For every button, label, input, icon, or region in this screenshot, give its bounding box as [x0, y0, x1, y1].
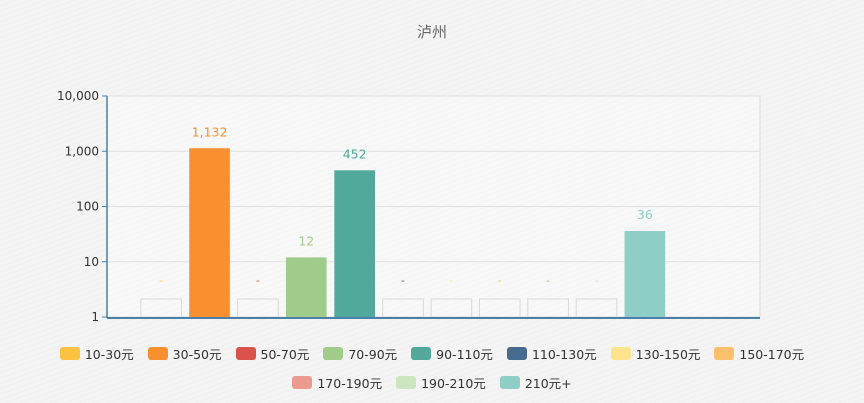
y-tick-label: 10,000 [57, 89, 99, 103]
legend-label: 10-30元 [84, 347, 134, 362]
data-label: - [546, 274, 550, 287]
data-label: - [498, 274, 502, 287]
chart: 泸州 1 10 100 1,000 10,000 - 1,132 - 12 452 - - - - - 36 [57, 23, 761, 324]
legend-item[interactable]: 170-190元 [292, 373, 382, 392]
legend-label: 190-210元 [421, 376, 486, 391]
legend-label: 210元+ [524, 376, 572, 391]
legend-item[interactable]: 70-90元 [323, 344, 397, 363]
legend-swatch [323, 347, 344, 360]
data-label: 1,132 [192, 124, 228, 139]
data-label: 452 [343, 146, 367, 161]
legend-label: 130-150元 [635, 347, 701, 362]
y-tick-label: 1 [91, 310, 99, 324]
bar [624, 231, 666, 317]
y-axis-ticks: 1 10 100 1,000 10,000 [57, 89, 107, 324]
data-label: 12 [298, 233, 314, 248]
legend-item[interactable]: 150-170元 [714, 344, 804, 363]
data-label: - [449, 274, 453, 287]
legend-item[interactable]: 30-50元 [147, 344, 222, 363]
legend-item[interactable]: 90-110元 [411, 344, 493, 363]
bar [285, 257, 327, 317]
legend-swatch [411, 347, 432, 360]
legend-item[interactable]: 130-150元 [610, 344, 701, 363]
legend-swatch [147, 347, 168, 360]
bars [140, 148, 666, 318]
legend-item[interactable]: 110-130元 [506, 344, 597, 363]
legend-swatch [59, 347, 80, 360]
legend-swatch [714, 347, 735, 360]
data-labels: - 1,132 - 12 452 - - - - - 36 [159, 124, 653, 287]
bar [189, 148, 230, 317]
legend-label: 90-110元 [436, 347, 493, 362]
legend-label: 110-130元 [531, 347, 597, 362]
legend-item[interactable]: 10-30元 [59, 344, 134, 363]
y-tick-label: 100 [76, 200, 99, 214]
data-label: - [159, 274, 163, 287]
legend-label: 150-170元 [739, 347, 805, 362]
legend-label: 30-50元 [172, 347, 222, 362]
legend-item[interactable]: 50-70元 [235, 344, 310, 363]
legend-item[interactable]: 190-210元 [396, 373, 486, 392]
data-label: 36 [637, 207, 653, 222]
legend-swatch [610, 347, 631, 360]
chart-title: 泸州 [417, 23, 447, 41]
legend-label: 70-90元 [348, 347, 398, 362]
legend: 10-30元 30-50元 50-70元 70-90元 90-110元 110-130元 1… [0, 344, 864, 392]
legend-item[interactable]: 210元+ [499, 373, 572, 392]
data-label: - [256, 274, 260, 287]
bar [334, 170, 375, 317]
data-label: - [401, 274, 405, 287]
legend-swatch [499, 376, 520, 389]
legend-label: 50-70元 [260, 347, 310, 362]
y-tick-label: 1,000 [65, 144, 99, 158]
legend-swatch [506, 347, 527, 360]
data-label: - [595, 274, 599, 287]
legend-swatch [292, 376, 313, 389]
legend-label: 170-190元 [317, 376, 383, 391]
legend-swatch [396, 376, 417, 389]
y-tick-label: 10 [84, 255, 99, 269]
legend-swatch [235, 347, 256, 360]
